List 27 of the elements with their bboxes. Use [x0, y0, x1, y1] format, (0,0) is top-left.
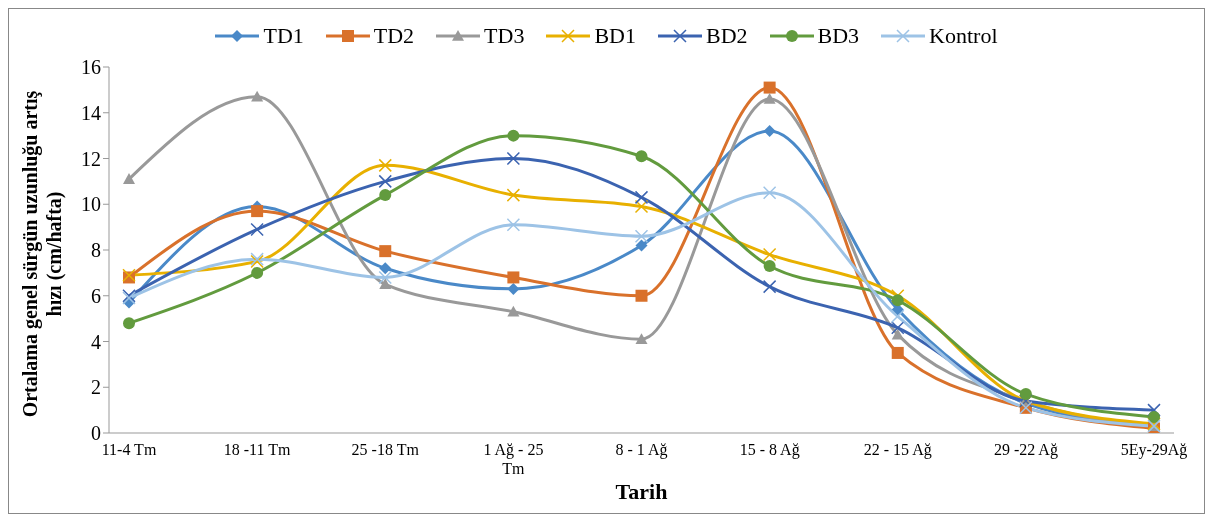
x-tick-label: 18 -11 Tm: [223, 441, 292, 458]
y-tick-label: 14: [81, 101, 101, 124]
legend-label: Kontrol: [929, 23, 998, 49]
legend-label: BD1: [594, 23, 636, 49]
y-tick-label: 0: [91, 422, 101, 445]
legend-label: BD3: [817, 23, 860, 49]
y-tick-label: 16: [81, 56, 101, 79]
y-tick-label: 4: [91, 330, 101, 353]
x-tick-label: 8 - 1 Ağ: [615, 441, 668, 459]
y-tick-label: 8: [91, 239, 101, 262]
x-tick-label: 25 -18 Tm: [351, 441, 420, 458]
y-tick-label: 10: [81, 193, 101, 216]
y-axis-title: Ortalama genel sürgün uzunluğu artış hızı (cm/hafta): [19, 90, 66, 418]
legend-label: TD2: [373, 23, 415, 49]
x-axis-title: Tarih: [615, 479, 668, 504]
legend-label: TD3: [484, 23, 525, 49]
x-tick-label: 15 - 8 Ağ: [739, 441, 800, 459]
y-tick-label: 12: [81, 147, 101, 170]
x-tick-label: 5Ey-29Ağ: [1120, 441, 1188, 459]
x-tick-label: 29 -22 Ağ: [993, 441, 1058, 459]
legend-label: BD2: [705, 23, 748, 49]
legend-label: TD1: [263, 23, 304, 49]
x-tick-label: 22 - 15 Ağ: [863, 441, 932, 459]
x-tick-label: 1 Ağ - 25 Tm: [483, 441, 544, 477]
y-tick-label: 6: [91, 284, 101, 307]
x-tick-label: 11-4 Tm: [101, 441, 157, 458]
y-tick-label: 2: [91, 376, 101, 399]
